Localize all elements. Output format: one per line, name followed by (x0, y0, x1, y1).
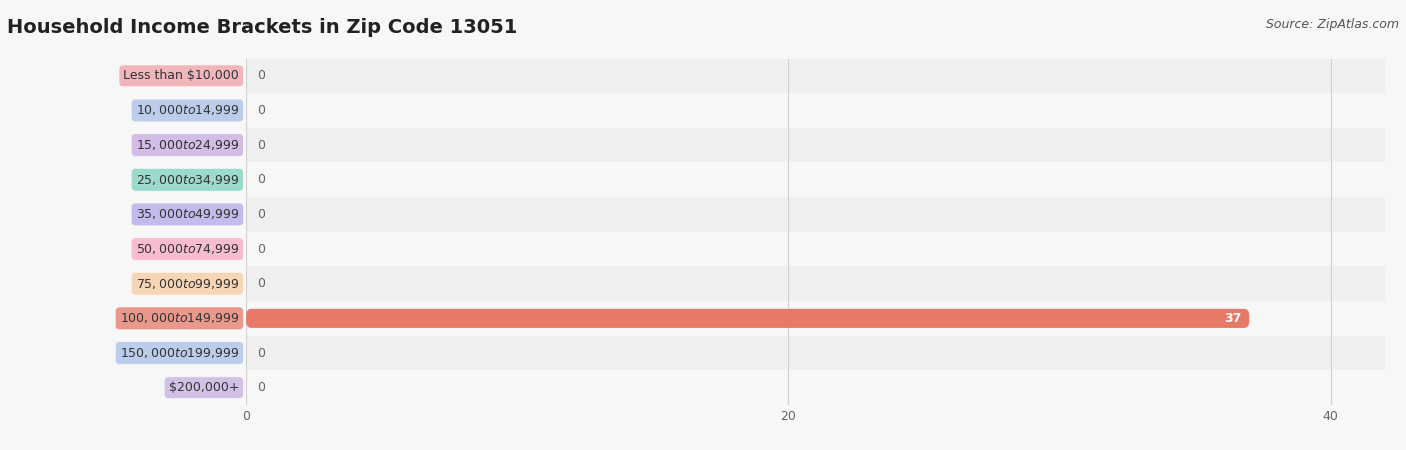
Text: 0: 0 (257, 104, 264, 117)
Text: 0: 0 (257, 208, 264, 221)
Text: 0: 0 (257, 381, 264, 394)
Bar (246, 370, 1385, 405)
Text: 0: 0 (257, 346, 264, 360)
Bar (246, 162, 1385, 197)
Text: $150,000 to $199,999: $150,000 to $199,999 (120, 346, 239, 360)
Text: 0: 0 (257, 243, 264, 256)
Text: 0: 0 (257, 173, 264, 186)
Text: $100,000 to $149,999: $100,000 to $149,999 (120, 311, 239, 325)
Text: Less than $10,000: Less than $10,000 (124, 69, 239, 82)
Text: Source: ZipAtlas.com: Source: ZipAtlas.com (1265, 18, 1399, 31)
Bar (246, 93, 1385, 128)
Text: 37: 37 (1223, 312, 1241, 325)
FancyBboxPatch shape (246, 309, 1250, 328)
Text: $200,000+: $200,000+ (169, 381, 239, 394)
Bar (246, 301, 1385, 336)
Text: 0: 0 (257, 139, 264, 152)
Bar (246, 197, 1385, 232)
Text: $25,000 to $34,999: $25,000 to $34,999 (135, 173, 239, 187)
Bar (246, 266, 1385, 301)
Bar (246, 128, 1385, 162)
Text: $50,000 to $74,999: $50,000 to $74,999 (135, 242, 239, 256)
Text: 0: 0 (257, 69, 264, 82)
Bar (246, 58, 1385, 93)
Text: 0: 0 (257, 277, 264, 290)
Bar (246, 232, 1385, 266)
Bar (246, 336, 1385, 370)
Text: $75,000 to $99,999: $75,000 to $99,999 (135, 277, 239, 291)
Text: Household Income Brackets in Zip Code 13051: Household Income Brackets in Zip Code 13… (7, 18, 517, 37)
Text: $15,000 to $24,999: $15,000 to $24,999 (135, 138, 239, 152)
Text: $35,000 to $49,999: $35,000 to $49,999 (135, 207, 239, 221)
Text: $10,000 to $14,999: $10,000 to $14,999 (135, 104, 239, 117)
